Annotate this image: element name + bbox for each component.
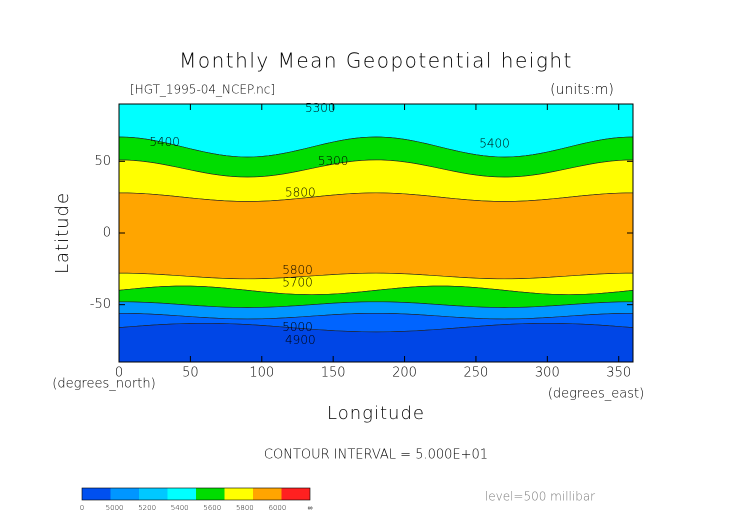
- colorbar-swatch: [110, 488, 139, 500]
- colorbar-swatch: [167, 488, 196, 500]
- contour-interval: CONTOUR INTERVAL = 5.000E+01: [264, 448, 488, 463]
- contour-label: 4900: [285, 333, 316, 347]
- colorbar-frame: [81, 487, 311, 501]
- file-name: [HGT_1995-04_NCEP.nc]: [130, 83, 275, 97]
- x-axis-label: Longitude: [327, 403, 425, 424]
- colorbar-label: 0: [80, 504, 84, 512]
- contour-label: 5300: [305, 101, 336, 115]
- x-unit: (degrees_east): [548, 387, 644, 402]
- level: level=500 millibar: [485, 490, 595, 504]
- x-tick-label: 100: [249, 366, 274, 381]
- contour-label: 5800: [285, 185, 316, 199]
- contour-label: 5000: [282, 320, 313, 334]
- band: [119, 192, 633, 280]
- y-unit: (degrees_north): [52, 377, 155, 392]
- contour-fill: [119, 104, 633, 362]
- colorbar-swatch: [82, 488, 111, 500]
- contour-label: 5400: [479, 137, 510, 151]
- x-tick-label: 150: [321, 366, 346, 381]
- colorbar-label: 6000: [269, 504, 287, 512]
- x-tick-label: 250: [464, 366, 489, 381]
- x-tick-label: 0: [115, 366, 123, 381]
- x-tick-label: 200: [392, 366, 417, 381]
- colorbar-swatch: [139, 488, 168, 500]
- colorbar-swatch: [281, 488, 310, 500]
- colorbar-swatch: [224, 488, 253, 500]
- x-tick-label: 350: [606, 366, 631, 381]
- units: (units:m): [550, 82, 614, 98]
- colorbar-swatch: [253, 488, 282, 500]
- colorbar-label: ∞: [308, 504, 313, 512]
- y-tick-label: 50: [94, 154, 111, 169]
- contour-label: 5800: [282, 263, 313, 277]
- colorbar-swatch: [196, 488, 225, 500]
- x-tick-label: 300: [535, 366, 560, 381]
- colorbar-label: 5200: [138, 504, 156, 512]
- colorbar-label: 5800: [236, 504, 254, 512]
- band: [119, 322, 633, 362]
- title: Monthly Mean Geopotential height: [179, 49, 573, 73]
- y-tick-label: -50: [90, 297, 111, 312]
- colorbar-label: 5000: [106, 504, 124, 512]
- contour-label: 5300: [318, 154, 349, 168]
- y-tick-label: 0: [103, 226, 111, 241]
- contour-label: 5700: [282, 276, 313, 290]
- colorbar-label: 5400: [171, 504, 189, 512]
- contour-label: 5400: [149, 135, 180, 149]
- colorbar-label: 5600: [203, 504, 221, 512]
- x-tick-label: 50: [182, 366, 199, 381]
- y-axis-label: Latitude: [52, 192, 73, 274]
